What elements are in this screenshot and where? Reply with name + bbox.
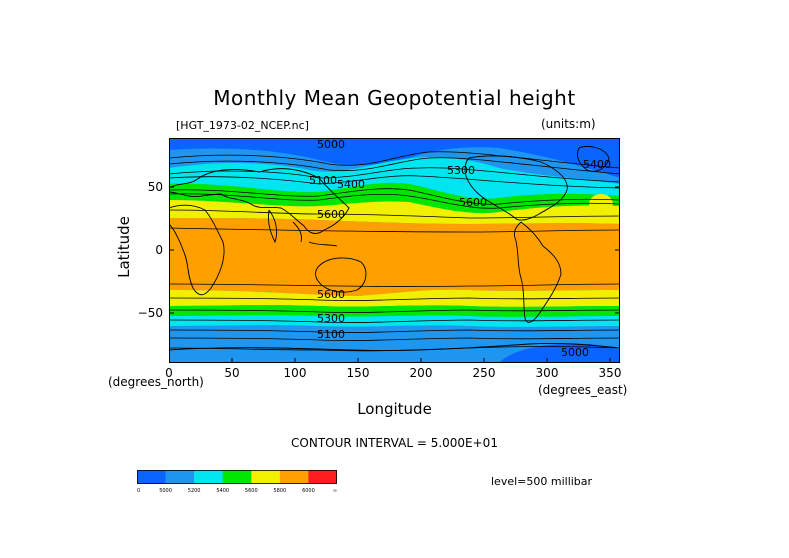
colorbar-cell-1 <box>165 470 195 484</box>
level-label: level=500 millibar <box>491 475 593 488</box>
x-tick-50: 50 <box>224 366 240 380</box>
contour-label-2: 5100 <box>309 174 337 187</box>
colorbar-cell-3 <box>222 470 252 484</box>
x-axis-label: Longitude <box>357 400 432 418</box>
units-label: (units:m) <box>541 117 596 131</box>
x-tick-150: 150 <box>346 366 370 380</box>
contour-map: 5000 5100 5400 5600 5300 5600 5400 5600 … <box>169 138 620 363</box>
chart-title: Monthly Mean Geopotential height <box>213 86 576 110</box>
contour-label-5: 5300 <box>447 164 475 177</box>
colorbar-tick-label-6: 6000 <box>302 488 315 494</box>
file-label: [HGT_1973-02_NCEP.nc] <box>176 119 309 132</box>
colorbar-tick-label-2: 5200 <box>188 488 201 494</box>
y-tick-50: 50 <box>147 180 163 194</box>
band-below-5000-south <box>499 343 620 363</box>
colorbar-cell-2 <box>194 470 224 484</box>
y-tick-0: 0 <box>155 243 163 257</box>
x-tick-0: 0 <box>165 366 173 380</box>
contour-label-8: 5600 <box>317 288 345 301</box>
x-units-left: (degrees_north) <box>108 375 204 389</box>
colorbar-tick-label-5: 5800 <box>273 488 286 494</box>
colorbar-tick-label-7: ∞ <box>333 488 337 494</box>
band-5200-north <box>169 157 620 199</box>
band-5200-south <box>169 315 620 327</box>
x-tick-100: 100 <box>283 366 307 380</box>
contour-label-10: 5000 <box>561 346 589 359</box>
colorbar: 0 5000 5200 5400 5600 5800 6000 ∞ <box>137 470 337 494</box>
contour-label-11: 5100 <box>317 328 345 341</box>
y-tick-neg50: −50 <box>137 306 163 320</box>
x-tick-250: 250 <box>472 366 496 380</box>
contour-label-4: 5600 <box>317 208 345 221</box>
colorbar-tick-label-1: 5000 <box>159 488 172 494</box>
contour-label-7: 5400 <box>583 158 611 171</box>
colorbar-cell-5 <box>279 470 309 484</box>
x-tick-200: 200 <box>409 366 433 380</box>
contour-label-9: 5300 <box>317 312 345 325</box>
x-tick-300: 300 <box>535 366 559 380</box>
colorbar-tick-label-0: 0 <box>137 488 140 494</box>
band-5600-blob <box>589 194 613 214</box>
colorbar-cell-0 <box>137 470 166 484</box>
contour-label-3: 5400 <box>337 178 365 191</box>
colorbar-cell-6 <box>308 470 337 484</box>
band-5800-tropics <box>169 218 620 296</box>
y-axis-label: Latitude <box>115 216 133 278</box>
x-units-right: (degrees_east) <box>538 383 628 397</box>
contour-label-6: 5600 <box>459 196 487 209</box>
band-5400-south <box>169 305 620 317</box>
coastlines <box>169 146 620 351</box>
band-5400-north <box>169 182 620 214</box>
contour-interval: CONTOUR INTERVAL = 5.000E+01 <box>291 436 498 450</box>
colorbar-cell-4 <box>251 470 281 484</box>
colorbar-tick-label-4: 5600 <box>245 488 258 494</box>
x-tick-350: 350 <box>598 366 622 380</box>
contour-lines <box>169 151 620 352</box>
colorbar-tick-label-3: 5400 <box>216 488 229 494</box>
contour-label-1: 5000 <box>317 138 345 151</box>
